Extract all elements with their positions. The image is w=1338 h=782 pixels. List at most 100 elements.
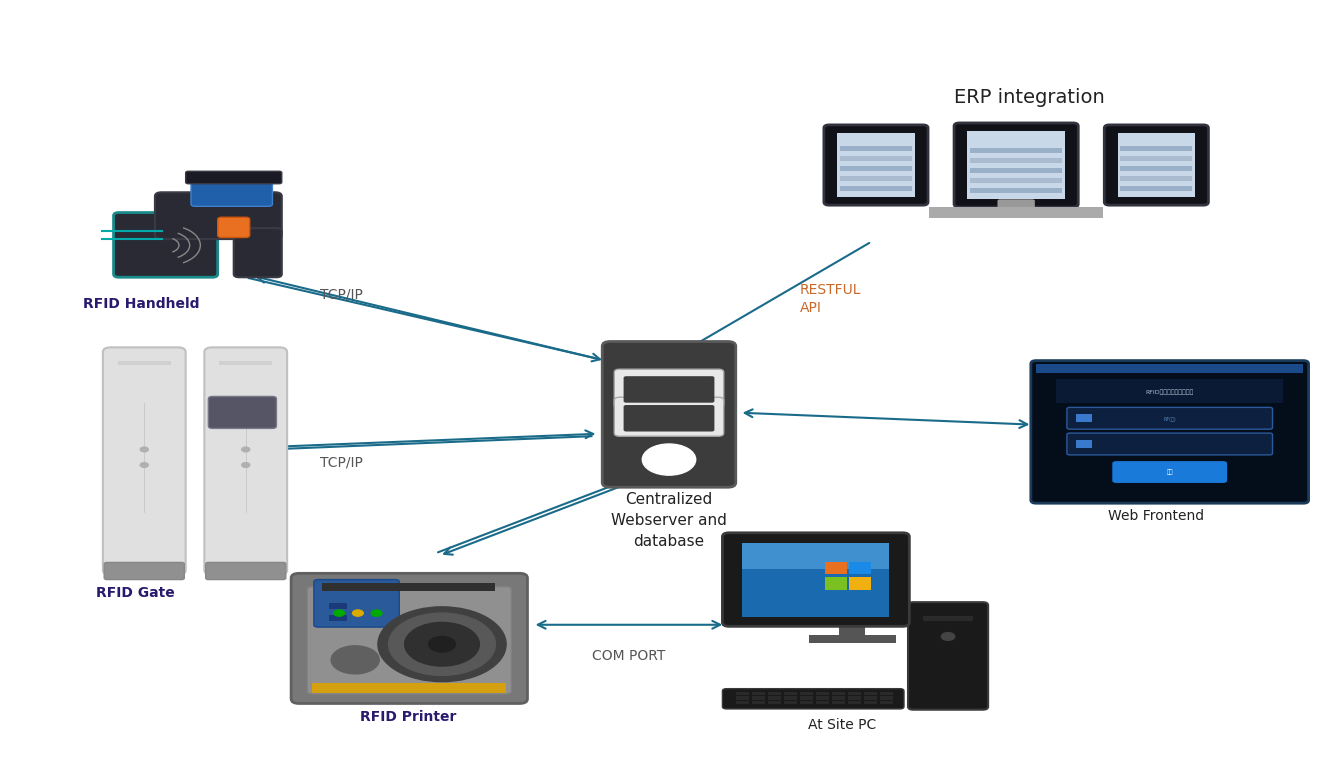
Bar bbox=[1056, 379, 1283, 403]
Circle shape bbox=[371, 610, 381, 616]
Bar bbox=[839, 621, 866, 640]
Bar bbox=[329, 615, 348, 621]
Bar bbox=[752, 692, 765, 695]
Text: RFID Handheld: RFID Handheld bbox=[83, 297, 199, 311]
Bar bbox=[743, 543, 890, 617]
Bar bbox=[768, 692, 781, 695]
Bar bbox=[1120, 167, 1192, 171]
Bar bbox=[970, 178, 1062, 183]
Text: RESTFUL
API: RESTFUL API bbox=[800, 283, 862, 314]
FancyBboxPatch shape bbox=[104, 562, 185, 579]
Text: Centralized
Webserver and
database: Centralized Webserver and database bbox=[611, 493, 727, 549]
Bar bbox=[850, 577, 871, 590]
Bar bbox=[840, 156, 913, 161]
Circle shape bbox=[140, 447, 149, 452]
Bar bbox=[1120, 176, 1192, 181]
FancyBboxPatch shape bbox=[1066, 407, 1272, 429]
Circle shape bbox=[242, 463, 250, 468]
Bar bbox=[784, 701, 797, 705]
Bar bbox=[800, 692, 814, 695]
Bar bbox=[809, 635, 896, 643]
Circle shape bbox=[332, 646, 379, 674]
Bar bbox=[864, 697, 878, 700]
Bar bbox=[880, 701, 894, 705]
Bar bbox=[1120, 146, 1192, 151]
Bar bbox=[800, 697, 814, 700]
Text: COM PORT: COM PORT bbox=[593, 649, 665, 663]
FancyBboxPatch shape bbox=[1030, 361, 1309, 503]
Text: 登录: 登录 bbox=[1167, 469, 1173, 475]
Bar bbox=[768, 701, 781, 705]
Circle shape bbox=[140, 463, 149, 468]
Bar bbox=[768, 697, 781, 700]
Text: TCP/IP: TCP/IP bbox=[320, 287, 364, 301]
Text: Web Frontend: Web Frontend bbox=[1108, 509, 1204, 523]
Bar bbox=[826, 577, 847, 590]
Bar bbox=[930, 207, 1103, 218]
FancyBboxPatch shape bbox=[234, 228, 282, 278]
Bar bbox=[1076, 414, 1092, 422]
Bar bbox=[322, 583, 495, 591]
Bar bbox=[840, 146, 913, 151]
FancyBboxPatch shape bbox=[723, 689, 904, 709]
Text: At Site PC: At Site PC bbox=[808, 719, 876, 732]
Text: RFID Gate: RFID Gate bbox=[95, 586, 174, 600]
Bar bbox=[832, 697, 846, 700]
FancyBboxPatch shape bbox=[209, 396, 277, 429]
Bar bbox=[736, 697, 749, 700]
FancyBboxPatch shape bbox=[205, 347, 288, 575]
Bar bbox=[840, 186, 913, 191]
FancyBboxPatch shape bbox=[114, 213, 218, 278]
Circle shape bbox=[642, 444, 696, 475]
FancyBboxPatch shape bbox=[1066, 433, 1272, 455]
FancyBboxPatch shape bbox=[824, 125, 929, 205]
Text: TCP/IP: TCP/IP bbox=[320, 456, 364, 470]
Bar bbox=[1120, 156, 1192, 161]
Bar bbox=[850, 561, 871, 574]
Circle shape bbox=[388, 613, 495, 676]
FancyBboxPatch shape bbox=[191, 178, 273, 206]
FancyBboxPatch shape bbox=[314, 579, 399, 627]
FancyBboxPatch shape bbox=[614, 369, 724, 408]
Bar bbox=[826, 561, 847, 574]
FancyBboxPatch shape bbox=[308, 586, 511, 694]
Bar bbox=[816, 692, 830, 695]
Bar bbox=[752, 697, 765, 700]
Bar bbox=[832, 701, 846, 705]
Bar bbox=[880, 697, 894, 700]
Bar bbox=[840, 176, 913, 181]
Bar bbox=[118, 361, 171, 365]
Bar bbox=[970, 168, 1062, 173]
Bar bbox=[329, 603, 348, 609]
Text: RF(哦): RF(哦) bbox=[1163, 417, 1176, 421]
Bar bbox=[1076, 440, 1092, 448]
Text: RFID资产及库存管理系统: RFID资产及库存管理系统 bbox=[1145, 389, 1193, 395]
FancyBboxPatch shape bbox=[1104, 125, 1208, 205]
Bar bbox=[784, 692, 797, 695]
Bar bbox=[816, 701, 830, 705]
Circle shape bbox=[404, 622, 479, 666]
Circle shape bbox=[352, 610, 363, 616]
Text: ERP integration: ERP integration bbox=[954, 88, 1105, 106]
Bar bbox=[970, 148, 1062, 152]
Bar bbox=[736, 701, 749, 705]
FancyBboxPatch shape bbox=[954, 123, 1078, 207]
Bar bbox=[838, 133, 915, 197]
Bar bbox=[219, 361, 273, 365]
Bar bbox=[743, 543, 890, 569]
Bar bbox=[923, 616, 974, 621]
FancyBboxPatch shape bbox=[909, 602, 989, 710]
Bar bbox=[1036, 364, 1303, 373]
Circle shape bbox=[428, 637, 455, 652]
Circle shape bbox=[377, 607, 506, 682]
Bar bbox=[970, 158, 1062, 163]
FancyBboxPatch shape bbox=[1112, 461, 1227, 483]
Bar bbox=[1117, 133, 1195, 197]
FancyBboxPatch shape bbox=[614, 397, 724, 436]
Bar bbox=[816, 697, 830, 700]
Bar bbox=[752, 701, 765, 705]
Circle shape bbox=[942, 633, 955, 640]
Circle shape bbox=[334, 610, 345, 616]
Bar bbox=[864, 692, 878, 695]
FancyBboxPatch shape bbox=[292, 573, 527, 704]
